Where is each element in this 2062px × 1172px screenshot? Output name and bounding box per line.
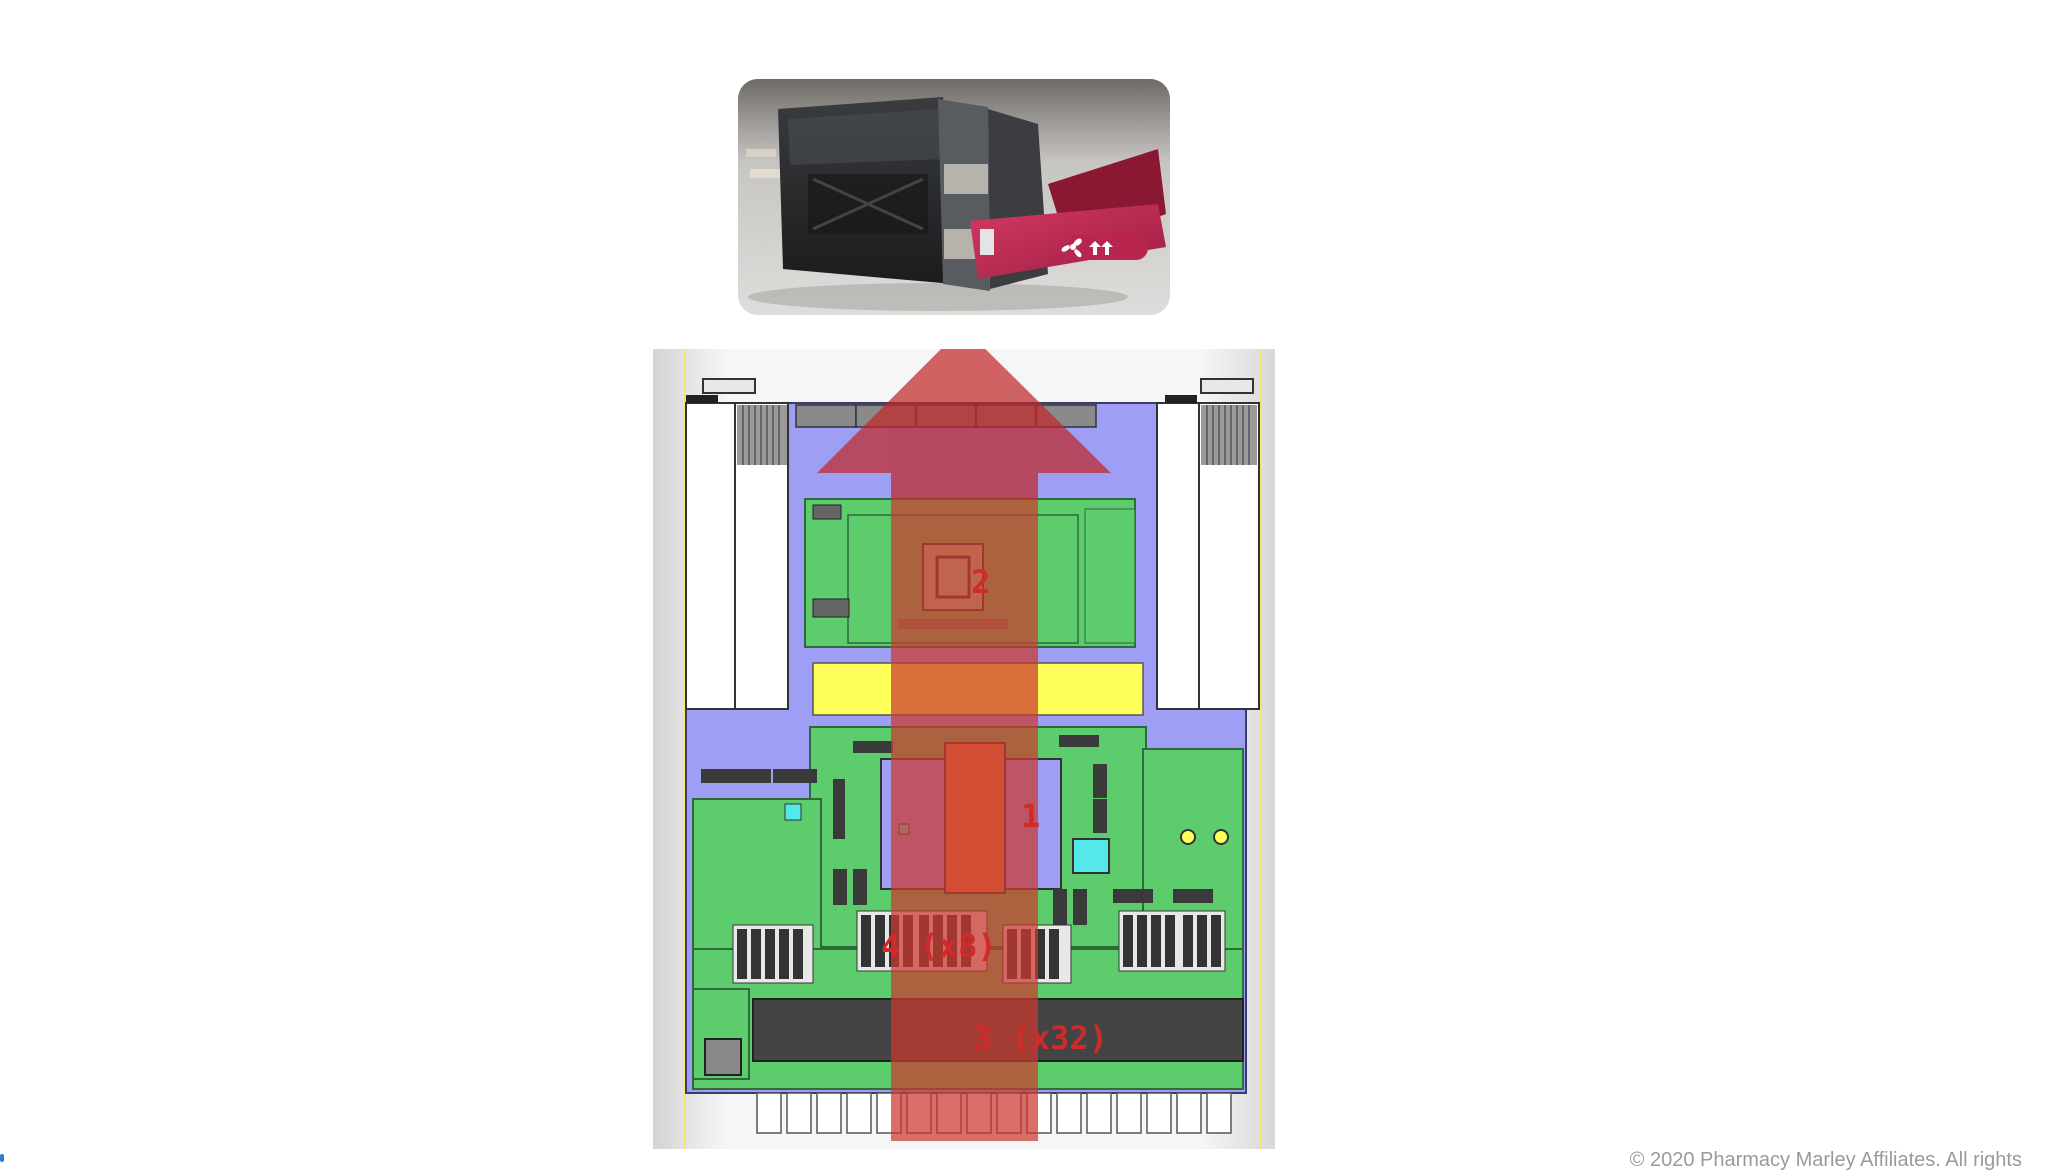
handle-graphic — [970, 204, 1166, 279]
fan-module-illustration — [738, 79, 1170, 315]
psu-left — [685, 378, 789, 710]
board-layout: 2 1 4 (x8) 3 (x32) — [653, 349, 1275, 1149]
callout-label-4: 4 (x8) — [881, 927, 997, 965]
copyright-footer: © 2020 Pharmacy Marley Affiliates. All r… — [1629, 1149, 2022, 1171]
fan-module-photo — [738, 79, 1170, 315]
callout-label-3: 3 (x32) — [973, 1019, 1108, 1057]
fan-icon — [1061, 238, 1113, 258]
up-arrow-icon — [817, 349, 1111, 1141]
psu-right — [1156, 378, 1260, 710]
edge-marker — [0, 1154, 4, 1162]
callout-label-1: 1 — [1021, 797, 1040, 835]
callout-label-2: 2 — [971, 563, 990, 601]
server-board-diagram: 2 1 4 (x8) 3 (x32) — [653, 349, 1275, 1149]
